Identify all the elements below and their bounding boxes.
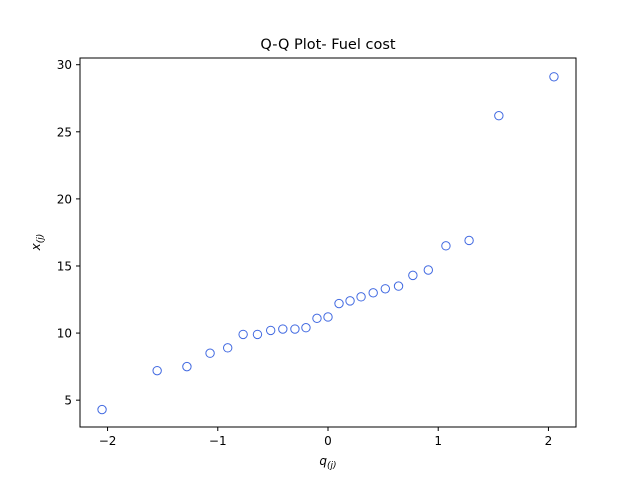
data-point (265, 325, 276, 336)
data-point (549, 72, 559, 82)
data-point (464, 235, 474, 246)
data-point (345, 296, 355, 306)
data-point (393, 281, 404, 291)
data-point (494, 110, 504, 121)
data-point (441, 241, 451, 251)
data-point (323, 312, 333, 322)
x-axis-label-sub: (j) (327, 461, 337, 471)
x-tick-label: −2 (99, 434, 117, 448)
data-point (97, 404, 107, 415)
y-axis-label-sub: (j) (36, 234, 46, 244)
y-axis-ticks: 5 10 15 20 25 30 (57, 58, 80, 408)
y-tick-label: 25 (57, 125, 72, 139)
y-tick-label: 15 (57, 259, 72, 273)
x-axis-label-base: q (319, 454, 327, 468)
x-tick-label: −1 (209, 434, 227, 448)
data-point (182, 361, 192, 372)
data-point (356, 292, 366, 302)
x-tick-label: 0 (324, 434, 332, 448)
data-point (278, 324, 288, 334)
y-tick-label: 30 (57, 58, 72, 72)
data-points (97, 72, 559, 415)
y-axis-label: x(j) (29, 234, 46, 252)
y-tick-label: 20 (57, 192, 72, 206)
data-point (380, 284, 391, 294)
data-point (408, 270, 418, 281)
x-tick-label: 1 (434, 434, 442, 448)
data-point (368, 288, 378, 298)
y-tick-label: 10 (57, 327, 72, 341)
x-axis-label: q(j) (319, 454, 336, 471)
data-point (301, 323, 311, 333)
data-point (205, 348, 215, 358)
data-point (334, 298, 344, 309)
data-point (152, 365, 162, 376)
data-point (222, 343, 233, 353)
data-point (423, 265, 434, 275)
plot-area (79, 57, 577, 428)
y-tick-label: 5 (64, 394, 72, 408)
data-point (290, 324, 300, 334)
data-point (238, 329, 248, 340)
data-point (312, 313, 322, 324)
data-point (252, 329, 263, 340)
x-tick-label: 2 (545, 434, 553, 448)
x-axis-ticks: −2 −1 0 1 2 (99, 427, 553, 448)
axes-frame (79, 57, 577, 428)
chart-title: Q-Q Plot- Fuel cost (260, 37, 395, 53)
y-axis-label-base: x (29, 242, 43, 251)
